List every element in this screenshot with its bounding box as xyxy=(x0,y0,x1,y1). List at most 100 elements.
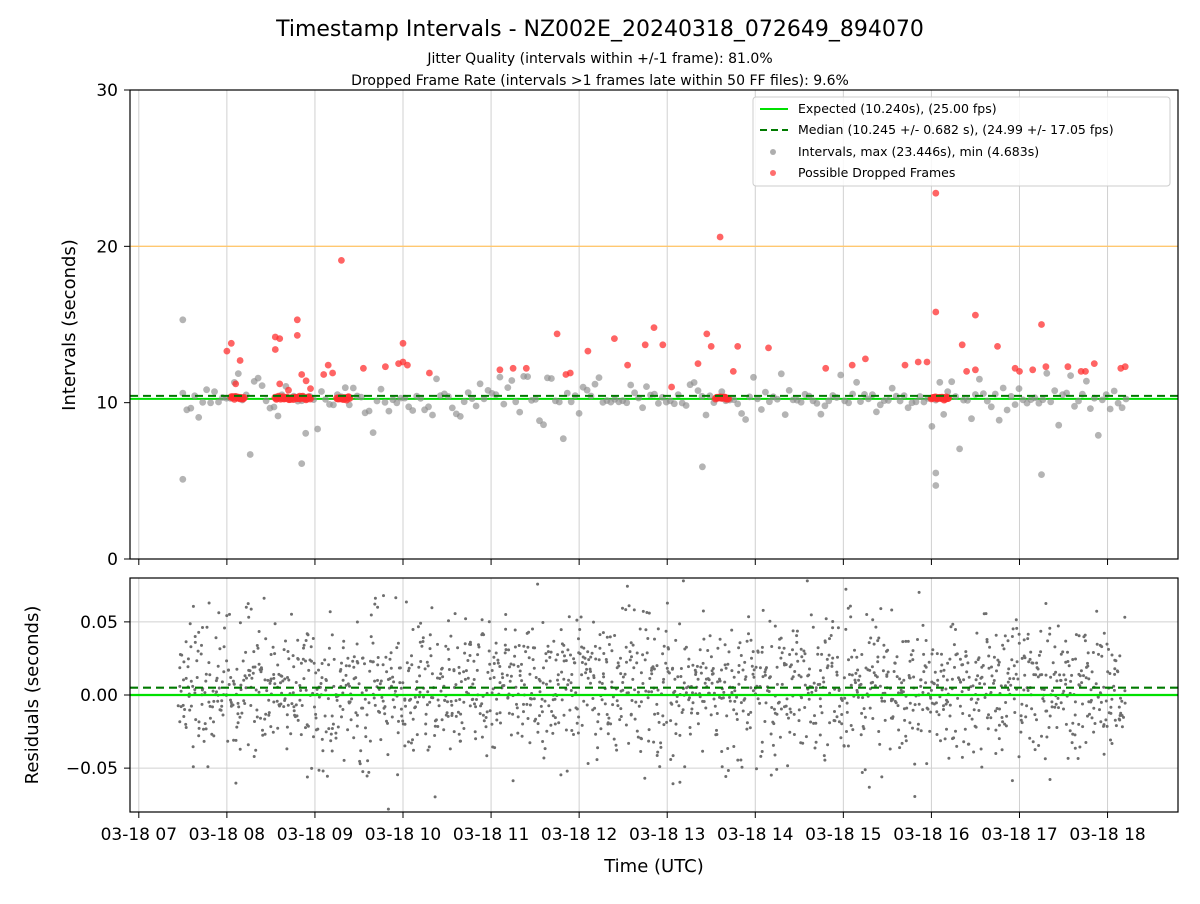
residual-point xyxy=(913,703,917,707)
residual-point xyxy=(619,672,623,676)
residual-point xyxy=(540,697,544,701)
residual-point xyxy=(542,756,546,760)
interval-point xyxy=(480,395,488,403)
residual-point xyxy=(460,721,464,725)
residual-point xyxy=(900,741,904,745)
residual-point xyxy=(1001,720,1005,724)
residual-point xyxy=(325,774,329,778)
residual-point xyxy=(440,718,444,722)
residual-point xyxy=(1067,664,1071,668)
residual-point xyxy=(214,679,218,683)
interval-point xyxy=(349,384,357,392)
residual-point xyxy=(466,659,470,662)
residual-point xyxy=(640,737,643,741)
residual-point xyxy=(985,640,989,644)
residual-point xyxy=(608,635,612,639)
residual-point xyxy=(823,758,827,762)
dropped-point xyxy=(271,346,279,353)
residual-point xyxy=(299,733,303,737)
residual-point xyxy=(404,600,408,604)
interval-point xyxy=(1110,387,1118,395)
residual-point xyxy=(636,690,640,694)
residual-point xyxy=(1025,704,1029,708)
residual-point xyxy=(259,716,262,720)
residual-point xyxy=(816,646,820,650)
residual-point xyxy=(1044,673,1048,677)
residual-point xyxy=(488,677,492,681)
interval-point xyxy=(699,463,706,471)
residual-point xyxy=(264,637,268,641)
chart-title: Timestamp Intervals - NZ002E_20240318_07… xyxy=(275,17,924,42)
residual-point xyxy=(404,704,407,708)
residual-point xyxy=(516,664,520,668)
residual-point xyxy=(1040,673,1044,677)
residual-point xyxy=(629,641,633,645)
residual-point xyxy=(562,643,566,647)
residual-point xyxy=(462,670,466,674)
residual-point xyxy=(949,625,953,629)
residual-point xyxy=(292,709,296,713)
residual-point xyxy=(216,699,220,703)
residual-point xyxy=(750,664,754,668)
residual-point xyxy=(924,665,928,669)
residual-point xyxy=(1037,653,1041,657)
residual-point xyxy=(261,733,265,737)
residual-point xyxy=(1026,632,1030,636)
residual-point xyxy=(605,635,609,639)
residual-point xyxy=(695,664,699,668)
residual-point xyxy=(820,652,824,656)
residual-point xyxy=(1094,682,1098,686)
residual-point xyxy=(598,633,602,637)
residual-point xyxy=(210,732,214,736)
residual-point xyxy=(1051,661,1055,665)
residual-point xyxy=(934,701,938,705)
residual-point xyxy=(791,648,794,652)
residual-point xyxy=(730,628,734,632)
residual-point xyxy=(182,715,186,718)
residual-point xyxy=(457,732,461,736)
residual-point xyxy=(434,718,438,722)
residual-point xyxy=(577,637,580,641)
residual-point xyxy=(942,704,945,708)
residual-point xyxy=(989,691,993,694)
residual-point xyxy=(763,720,767,723)
residual-point xyxy=(904,734,908,738)
residual-point xyxy=(227,683,231,686)
residual-point xyxy=(527,630,531,634)
dropped-point xyxy=(404,361,411,369)
residual-point xyxy=(954,628,957,631)
residual-point xyxy=(1086,661,1089,665)
top-y-tick-label: 20 xyxy=(96,237,118,257)
residual-point xyxy=(807,673,811,677)
residual-point xyxy=(637,704,641,708)
residual-point xyxy=(922,670,926,674)
residual-point xyxy=(484,716,488,719)
residual-point xyxy=(683,765,687,769)
residual-point xyxy=(810,690,814,694)
residual-point xyxy=(761,675,765,679)
residual-point xyxy=(726,769,730,772)
residual-point xyxy=(189,645,193,649)
residual-point xyxy=(205,625,209,629)
residual-point xyxy=(418,640,422,644)
residual-point xyxy=(458,671,461,675)
residual-point xyxy=(285,725,289,729)
residual-point xyxy=(808,667,811,671)
residual-point xyxy=(474,737,478,741)
residual-point xyxy=(855,655,859,659)
residual-point xyxy=(814,689,818,692)
residual-point xyxy=(576,731,580,735)
residual-point xyxy=(348,700,352,704)
residual-point xyxy=(488,662,492,666)
residual-point xyxy=(617,664,621,668)
residual-point xyxy=(441,675,445,679)
interval-point xyxy=(341,384,349,392)
interval-point xyxy=(234,370,242,377)
residual-point xyxy=(653,712,657,716)
residual-point xyxy=(264,712,268,716)
residual-point xyxy=(740,765,744,769)
residual-point xyxy=(236,701,240,705)
interval-point xyxy=(896,397,904,405)
interval-point xyxy=(785,387,793,394)
residual-point xyxy=(1073,746,1077,750)
